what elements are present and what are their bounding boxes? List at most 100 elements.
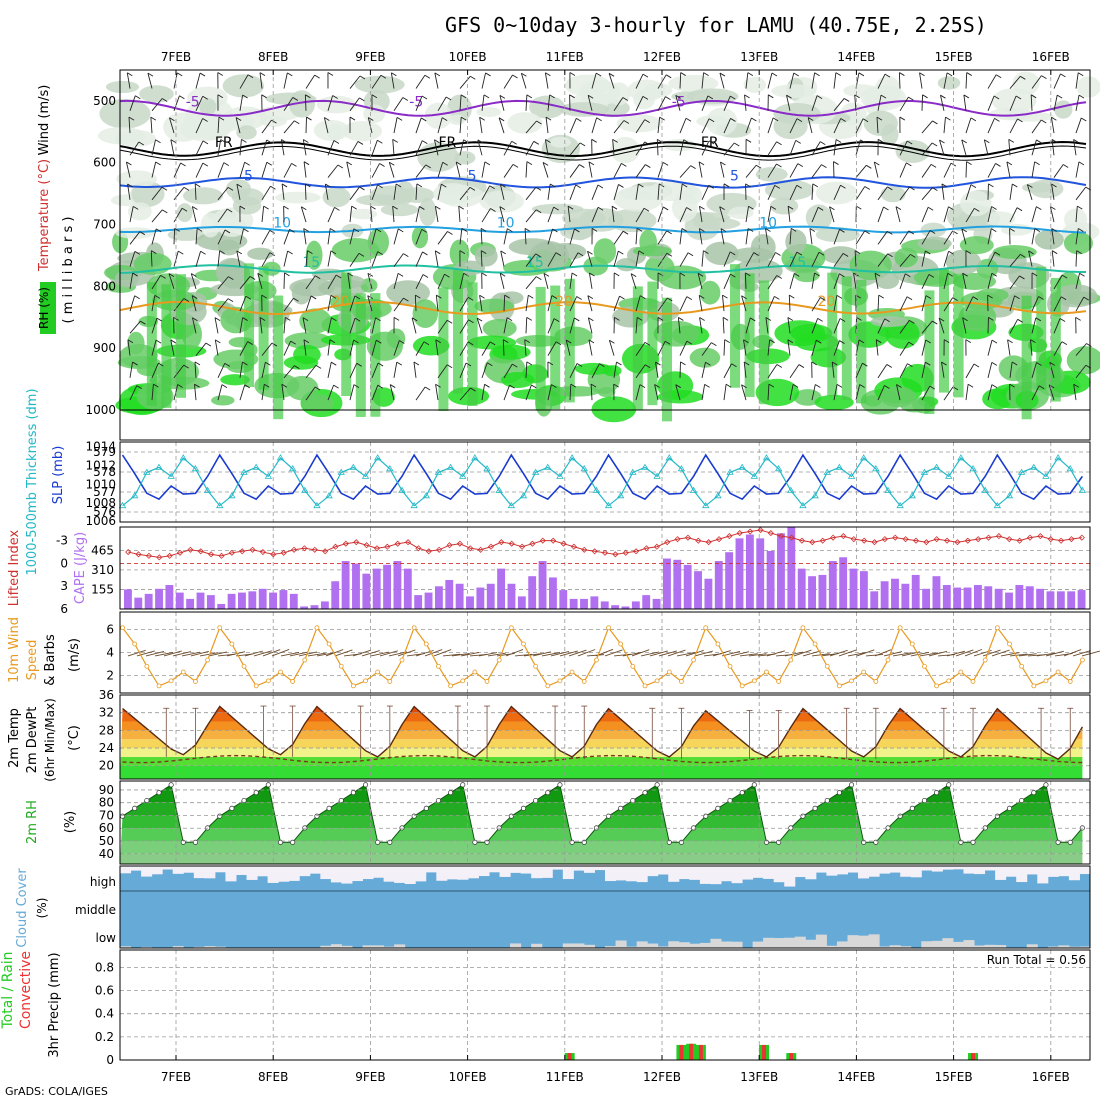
wind-barb bbox=[1031, 317, 1037, 334]
rh-shade bbox=[331, 238, 380, 263]
cloud-high-bar bbox=[330, 866, 342, 883]
wind-barb bbox=[335, 274, 342, 279]
wind-barb bbox=[657, 316, 664, 321]
wind-barb bbox=[596, 117, 602, 122]
isotherm-label: FR bbox=[215, 135, 233, 151]
thickness-point bbox=[787, 486, 795, 493]
wind-speed-point bbox=[606, 625, 611, 631]
wind-barb bbox=[665, 74, 672, 79]
wind-barb bbox=[525, 384, 532, 401]
wind-barb bbox=[613, 383, 619, 388]
wind-barb bbox=[179, 95, 185, 100]
wind-barb bbox=[536, 276, 542, 280]
wind-barb bbox=[667, 649, 686, 657]
wind-barb bbox=[767, 339, 771, 356]
wind-barb bbox=[353, 228, 360, 233]
cape-bar bbox=[735, 538, 744, 609]
wind-barb bbox=[415, 95, 423, 111]
wind-barb bbox=[679, 228, 683, 245]
rh-shade bbox=[647, 281, 658, 406]
wind-barb bbox=[479, 294, 485, 299]
wind-speed-point bbox=[1007, 641, 1012, 647]
cloud-high-bar bbox=[573, 866, 585, 871]
wind-speed-point bbox=[496, 657, 502, 663]
cape-bar bbox=[797, 568, 806, 609]
ylabel-thickness: 1000-500mb Thickness (dm) bbox=[25, 388, 40, 575]
wind-barb bbox=[244, 161, 250, 166]
wind-barb bbox=[796, 184, 802, 189]
wind-barb bbox=[608, 340, 615, 356]
wind-barb bbox=[961, 228, 967, 245]
wind-barb bbox=[945, 116, 951, 121]
rh-shade bbox=[1021, 182, 1054, 193]
rh-shade bbox=[1050, 277, 1061, 402]
date-label-top: 8FEB bbox=[258, 50, 288, 64]
cape-bar bbox=[756, 538, 765, 609]
cloud-high-bar bbox=[995, 866, 1007, 880]
wind-barb bbox=[356, 362, 362, 367]
cloud-low-bar bbox=[320, 945, 332, 948]
rh-shade bbox=[299, 308, 332, 334]
rh-shade bbox=[564, 278, 575, 403]
wind-barb bbox=[239, 341, 249, 356]
wind-barb bbox=[1073, 383, 1079, 388]
wind-barb bbox=[459, 362, 467, 379]
cloud-high-bar bbox=[278, 866, 290, 882]
wind-barb bbox=[662, 162, 669, 166]
wind-barb bbox=[635, 250, 640, 267]
cloud-high-bar bbox=[394, 866, 406, 883]
rh-point bbox=[994, 813, 1000, 819]
wind-barb bbox=[1031, 161, 1036, 178]
cape-bar bbox=[196, 592, 205, 609]
isotherm-label: 10 bbox=[497, 215, 515, 231]
rh-shade bbox=[341, 272, 352, 396]
slp-tick: 1012 bbox=[85, 459, 116, 473]
wind-barb bbox=[921, 207, 929, 223]
wind-barb bbox=[420, 117, 427, 122]
wind-barb bbox=[962, 273, 967, 289]
wind-barb bbox=[730, 273, 736, 278]
li-point bbox=[995, 533, 1002, 540]
wind-barb bbox=[280, 651, 300, 657]
isotherm-label: FR bbox=[701, 135, 719, 151]
wind-barb bbox=[261, 186, 271, 201]
li-point bbox=[674, 536, 681, 543]
wind-barb bbox=[140, 320, 146, 325]
rh-shade bbox=[305, 240, 323, 270]
isotherm-label: -5 bbox=[409, 94, 423, 110]
wind-barb bbox=[509, 384, 515, 389]
wind-barb bbox=[811, 183, 814, 200]
wind-barb bbox=[499, 95, 505, 111]
wind-barb bbox=[877, 318, 886, 334]
li-point bbox=[850, 536, 857, 543]
wind-barb bbox=[305, 183, 311, 188]
wind-barb bbox=[479, 117, 483, 134]
wind-speed-point bbox=[788, 657, 794, 663]
wind-barb bbox=[170, 139, 175, 156]
wind-barb bbox=[281, 183, 288, 188]
li-point bbox=[290, 546, 298, 553]
wind-barb bbox=[393, 340, 400, 356]
rh-shade bbox=[1064, 208, 1088, 231]
wind-speed-point bbox=[423, 641, 429, 647]
date-label-top: 14FEB bbox=[837, 50, 875, 64]
thickness-point bbox=[349, 463, 358, 470]
wind-barb bbox=[1056, 94, 1063, 99]
wind-barb bbox=[257, 273, 264, 277]
wind-barb bbox=[499, 272, 506, 277]
slp-panel bbox=[118, 442, 1090, 522]
li-point bbox=[726, 533, 733, 540]
cloud-high-bar bbox=[162, 866, 174, 870]
rh-shade bbox=[433, 183, 472, 205]
wind-barb bbox=[127, 183, 131, 200]
rh-point bbox=[1019, 797, 1025, 804]
rh-shade bbox=[610, 136, 640, 164]
wind-barb bbox=[168, 273, 175, 289]
rh-point bbox=[824, 797, 830, 804]
rh-shade bbox=[1034, 229, 1064, 250]
wind-barb bbox=[435, 295, 439, 312]
wind-barb bbox=[1015, 95, 1022, 100]
wind-barb bbox=[938, 317, 945, 322]
cape-bar bbox=[269, 592, 277, 609]
thickness-point bbox=[1030, 463, 1038, 470]
